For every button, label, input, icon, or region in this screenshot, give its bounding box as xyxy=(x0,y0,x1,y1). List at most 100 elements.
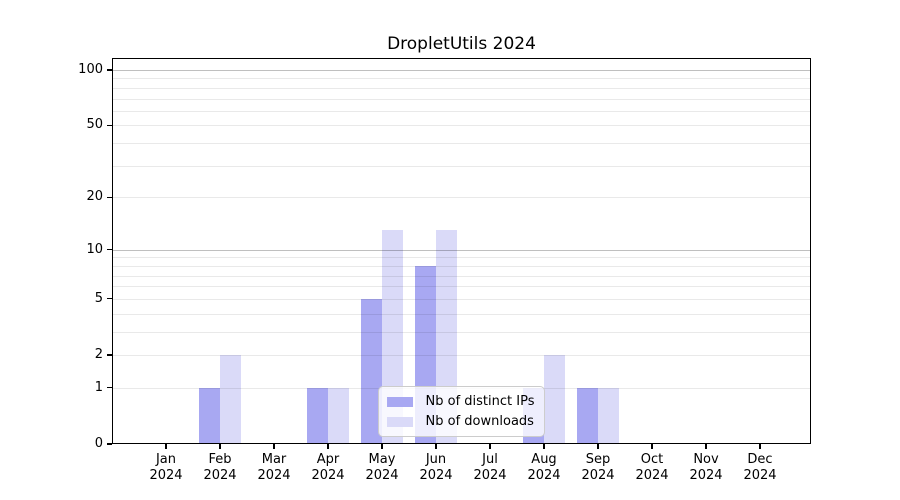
x-tick-label-apr: Apr 2024 xyxy=(301,452,355,484)
bar-distinct-ips-sep xyxy=(577,387,598,444)
x-tick-label-jan: Jan 2024 xyxy=(139,452,193,484)
gridline-minor xyxy=(112,125,811,127)
gridline-minor xyxy=(112,110,811,112)
gridline-minor xyxy=(112,143,811,145)
bar-downloads-aug xyxy=(544,355,565,444)
y-tick-label-0: 0 xyxy=(94,436,103,451)
x-tick-mark xyxy=(651,444,653,449)
x-tick-mark xyxy=(543,444,545,449)
x-tick-label-jul: Jul 2024 xyxy=(463,452,517,484)
bar-distinct-ips-may xyxy=(361,298,382,444)
y-tick-label-5: 5 xyxy=(94,290,103,306)
y-tick-label-20: 20 xyxy=(86,189,103,205)
y-tick-mark xyxy=(107,196,112,198)
gridline-minor xyxy=(112,286,811,288)
x-tick-year: 2024 xyxy=(203,468,237,483)
bar-downloads-feb xyxy=(220,355,241,444)
x-tick-mark xyxy=(165,444,167,449)
x-tick-label-dec: Dec 2024 xyxy=(733,452,787,484)
bar-downloads-apr xyxy=(328,387,349,444)
x-tick-year: 2024 xyxy=(743,468,777,483)
gridline-minor xyxy=(112,298,811,300)
y-tick-mark xyxy=(107,124,112,126)
x-tick-year: 2024 xyxy=(527,468,561,483)
y-tick-label-10: 10 xyxy=(86,241,103,257)
legend-swatch-distinct-ips-icon xyxy=(386,396,413,407)
legend-item-downloads: Nb of downloads xyxy=(386,414,535,429)
x-tick-mark xyxy=(381,444,383,449)
x-tick-year: 2024 xyxy=(473,468,507,483)
x-tick-mark xyxy=(759,444,761,449)
y-tick-label-2: 2 xyxy=(94,347,103,362)
x-tick-year: 2024 xyxy=(365,468,399,483)
x-tick-month: Jul xyxy=(482,452,498,467)
gridline-minor xyxy=(112,98,811,100)
x-tick-month: Mar xyxy=(261,452,287,467)
x-tick-month: Jan xyxy=(155,452,177,467)
x-tick-month: Oct xyxy=(640,452,664,467)
x-tick-month: Aug xyxy=(531,452,557,467)
x-tick-mark xyxy=(705,444,707,449)
x-tick-year: 2024 xyxy=(257,468,291,483)
bar-downloads-sep xyxy=(598,387,619,444)
gridline-minor xyxy=(112,257,811,259)
gridline-minor xyxy=(112,87,811,89)
gridline-minor xyxy=(112,165,811,167)
x-tick-month: Dec xyxy=(747,452,773,467)
y-tick-label-1: 1 xyxy=(94,379,103,395)
x-tick-label-mar: Mar 2024 xyxy=(247,452,301,484)
x-tick-month: Apr xyxy=(316,452,340,467)
x-tick-mark xyxy=(327,444,329,449)
x-tick-label-aug: Aug 2024 xyxy=(517,452,571,484)
gridline-minor xyxy=(112,313,811,315)
gridline-minor xyxy=(112,275,811,277)
legend-label-distinct-ips: Nb of distinct IPs xyxy=(425,394,535,409)
x-tick-month: Jun xyxy=(425,452,447,467)
chart-title: DropletUtils 2024 xyxy=(387,34,536,54)
x-tick-year: 2024 xyxy=(635,468,669,483)
gridline-minor xyxy=(112,355,811,356)
x-tick-label-feb: Feb 2024 xyxy=(193,452,247,484)
x-tick-year: 2024 xyxy=(149,468,183,483)
x-tick-year: 2024 xyxy=(419,468,453,483)
x-tick-year: 2024 xyxy=(311,468,345,483)
legend-swatch-downloads-icon xyxy=(386,416,413,427)
gridline-minor xyxy=(112,78,811,80)
x-tick-mark xyxy=(273,444,275,449)
gridline-minor xyxy=(112,331,811,333)
bar-distinct-ips-feb xyxy=(199,387,220,444)
y-tick-mark xyxy=(107,443,112,445)
x-tick-mark xyxy=(489,444,491,449)
bar-distinct-ips-apr xyxy=(307,387,328,444)
x-tick-month: Nov xyxy=(693,452,719,467)
y-tick-label-50: 50 xyxy=(86,117,103,133)
x-tick-month: May xyxy=(368,452,396,467)
y-tick-mark xyxy=(107,387,112,389)
x-tick-mark xyxy=(435,444,437,449)
legend-label-downloads: Nb of downloads xyxy=(425,414,534,429)
x-tick-month: Feb xyxy=(208,452,232,467)
gridline-minor xyxy=(112,197,811,199)
plot-area: Nb of distinct IPs Nb of downloads 0 1 2 5 1… xyxy=(78,58,811,483)
x-tick-year: 2024 xyxy=(581,468,615,483)
gridline-minor xyxy=(112,265,811,267)
legend: Nb of distinct IPs Nb of downloads xyxy=(377,386,546,437)
gridline-major xyxy=(112,249,811,251)
x-tick-mark xyxy=(597,444,599,449)
y-tick-label-100: 100 xyxy=(78,62,103,77)
x-tick-mark xyxy=(219,444,221,449)
y-tick-mark xyxy=(107,249,112,251)
x-tick-label-nov: Nov 2024 xyxy=(679,452,733,484)
legend-item-distinct-ips: Nb of distinct IPs xyxy=(386,394,535,409)
y-tick-mark xyxy=(107,69,112,71)
y-tick-mark xyxy=(107,354,112,356)
y-tick-mark xyxy=(107,298,112,300)
x-tick-label-oct: Oct 2024 xyxy=(625,452,679,484)
gridline-major xyxy=(112,70,811,71)
x-tick-label-may: May 2024 xyxy=(355,452,409,484)
x-tick-year: 2024 xyxy=(689,468,723,483)
x-tick-label-sep: Sep 2024 xyxy=(571,452,625,484)
x-tick-label-jun: Jun 2024 xyxy=(409,452,463,484)
x-tick-month: Sep xyxy=(585,452,611,467)
